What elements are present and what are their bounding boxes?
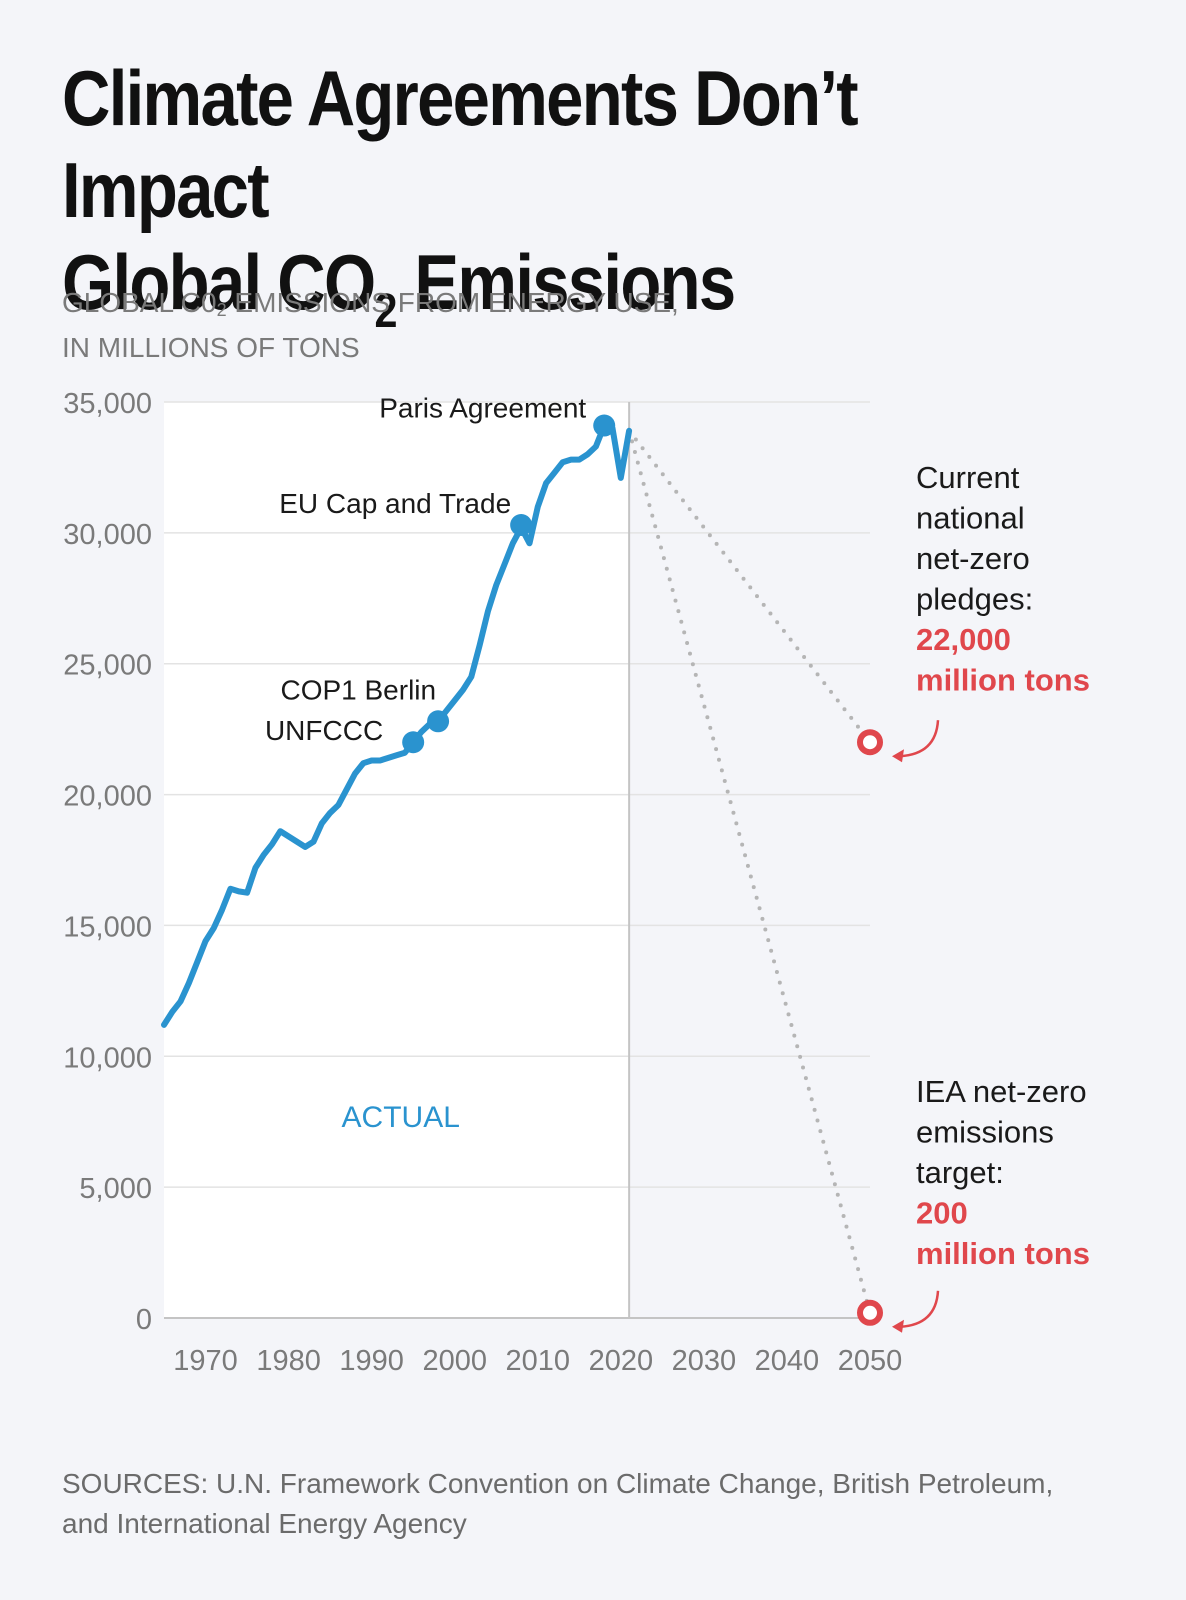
- target-text: Current: [916, 460, 1020, 495]
- title-line-2: Global CO2 Emissions: [62, 238, 736, 338]
- x-tick-label: 2010: [506, 1345, 571, 1377]
- sources-note: SOURCES: U.N. Framework Convention on Cl…: [62, 1468, 1054, 1539]
- target-arrow: [899, 720, 940, 758]
- annotations: ACTUAL UNFCCC COP1 Berlin EU Cap and Trade P…: [265, 393, 616, 1134]
- target-text: net-zero: [916, 541, 1030, 576]
- target-arrow: [899, 1290, 940, 1329]
- target-text: emissions: [916, 1115, 1054, 1150]
- target-marker: [857, 729, 883, 756]
- target-text: national: [916, 501, 1025, 536]
- target-text: pledges:: [916, 582, 1033, 617]
- projection-line: [627, 428, 872, 1315]
- chart-title: Climate Agreements Don’t Impact Global C…: [62, 52, 991, 358]
- y-tick-label: 15,000: [63, 911, 152, 943]
- x-tick-label: 1970: [173, 1345, 238, 1377]
- actual-label: ACTUAL: [342, 1101, 460, 1134]
- annotation-label: Paris Agreement: [379, 393, 586, 424]
- annotation-marker: [402, 731, 425, 754]
- targets: Current national net-zero pledges: 22,000 mil…: [857, 460, 1090, 1333]
- emissions-chart: 0 5,000 10,000 15,000 20,000 25,000 30,000 35,0…: [63, 388, 1090, 1377]
- target-marker: [857, 1299, 883, 1326]
- target-arrowhead: [892, 1319, 904, 1333]
- axes: [164, 402, 870, 1319]
- target-text: target:: [916, 1155, 1004, 1190]
- series: [161, 422, 633, 1028]
- x-tick-label: 2000: [422, 1345, 487, 1377]
- projection-lines: [627, 428, 872, 1315]
- title-line-1: Climate Agreements Don’t Impact: [62, 54, 859, 234]
- annotation-marker: [593, 414, 616, 437]
- y-tick-label: 0: [136, 1304, 152, 1336]
- y-tick-label: 10,000: [63, 1042, 152, 1074]
- y-tick-label: 30,000: [63, 519, 152, 551]
- target-text: IEA net-zero: [916, 1074, 1087, 1109]
- y-tick-label: 35,000: [63, 388, 152, 420]
- x-tick-label: 1990: [339, 1345, 404, 1377]
- target-value: million tons: [916, 663, 1090, 698]
- gridlines: [164, 401, 870, 1318]
- x-tick-label: 2020: [589, 1345, 654, 1377]
- annotation-marker: [510, 514, 533, 537]
- annotation-label: EU Cap and Trade: [279, 488, 511, 519]
- x-tick-label: 1980: [256, 1345, 321, 1377]
- x-tick-label: 2040: [755, 1345, 820, 1377]
- chart-subtitle: GLOBAL C02 EMISSIONS FROM ENERGY USE, IN…: [62, 287, 679, 363]
- y-tick-label: 25,000: [63, 650, 152, 682]
- target-value: 200: [916, 1196, 968, 1231]
- target-value: 22,000: [916, 622, 1011, 657]
- x-tick-label: 2050: [838, 1345, 903, 1377]
- series-line-actual: [161, 422, 633, 1028]
- annotation-label: UNFCCC: [265, 715, 383, 746]
- projection-line: [627, 428, 872, 745]
- y-tick-label: 20,000: [63, 781, 152, 813]
- y-tick-label: 5,000: [79, 1173, 152, 1205]
- x-tick-label: 2030: [672, 1345, 737, 1377]
- actual-region: [164, 402, 630, 1318]
- annotation-marker: [427, 710, 450, 733]
- annotation-label: COP1 Berlin: [280, 674, 436, 705]
- target-arrowhead: [892, 749, 904, 763]
- tick-labels: 0 5,000 10,000 15,000 20,000 25,000 30,000 35,0…: [63, 388, 902, 1377]
- target-value: million tons: [916, 1236, 1090, 1271]
